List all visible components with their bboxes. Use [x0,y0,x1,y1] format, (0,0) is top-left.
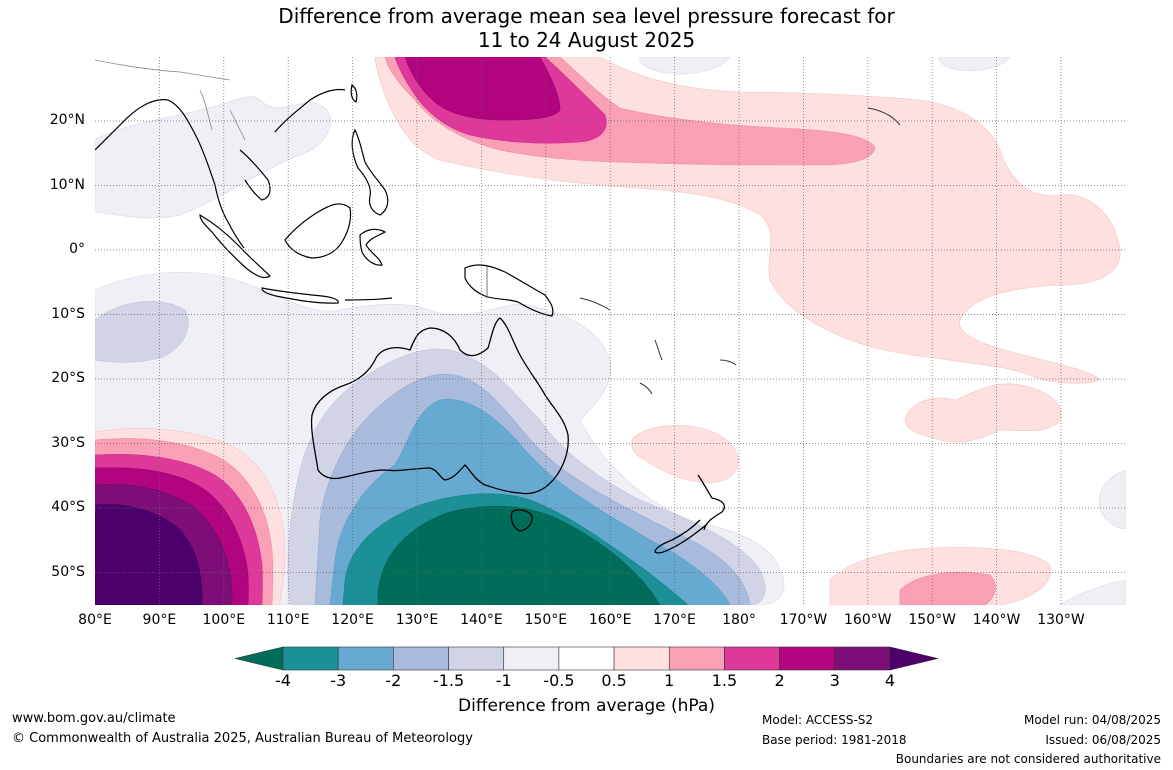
contour-pos-0p5-nz [631,425,739,483]
colorbar-tick-label: -4 [275,671,291,690]
colorbar-segment [337,646,394,671]
map-plot-area [95,57,1126,605]
latitude-label: 30°S [51,434,85,451]
colorbar-max-extension [889,646,939,671]
longitude-label: 140°W [972,612,1021,628]
longitude-label: 130°E [395,612,439,628]
colorbar-tick-label: 1 [664,671,675,690]
issued-date: Issued: 06/08/2025 [1045,733,1161,747]
map-gridlines [95,57,1126,605]
colorbar-title: Difference from average (hPa) [458,696,715,716]
colorbar-segment [393,646,449,671]
longitude-label: 120°E [331,612,374,628]
colorbar-segment [834,646,891,671]
colorbar-tick-label: 2 [774,671,785,690]
se-asia-coastline [95,88,346,249]
colorbar-segment [779,646,836,671]
title-line-1: Difference from average mean sea level p… [278,4,895,28]
colorbar-tick-label: 3 [829,671,840,690]
longitude-label: 100°E [202,612,246,628]
longitude-label: 150°E [524,612,568,628]
colorbar-segment [558,646,615,671]
contour-pos-0p5-islands [904,383,1062,443]
longitude-label: 170°W [779,612,828,628]
longitude-label: 160°E [588,612,632,628]
longitude-label: 80°E [78,612,112,628]
longitude-label: 170°E [653,612,696,628]
colorbar-segment [282,646,339,671]
base-period: Base period: 1981-2018 [762,733,907,747]
colorbar-tick-label: -0.5 [543,671,575,690]
longitude-label: 110°E [266,612,310,628]
latitude-label: 40°S [51,499,85,515]
sulawesi-coastline [359,228,387,266]
longitude-label: 140°E [460,612,503,628]
latitude-label: 20°N [49,112,85,128]
bom-url-link[interactable]: www.bom.gov.au/climate [12,711,176,726]
longitude-label: 90°E [142,612,177,628]
pacific-islands [579,107,901,395]
longitude-label: 130°W [1037,612,1085,628]
australia-coastline [310,317,569,495]
copyright-text: © Commonwealth of Australia 2025, Austra… [12,731,473,746]
colorbar-segment [448,646,505,671]
map-title: Difference from average mean sea level p… [0,4,1173,52]
colorbar-segment [668,646,725,671]
contour-neg-0p5-se [1059,469,1126,605]
colorbar-tick-label: 0.5 [601,671,627,690]
colorbar-segment [503,646,560,671]
contour-pos-2-north [404,57,561,121]
contour-neg-0p5-north [95,96,331,219]
taiwan-coastline [350,83,358,103]
new-guinea-coastline [464,264,554,317]
model-run-date: Model run: 04/08/2025 [1023,713,1161,727]
colorbar-tick-label: 4 [884,671,896,690]
colorbar-tick-label: -1.5 [432,671,465,690]
colorbar-segment [613,646,670,671]
tasmania-coastline [510,509,533,532]
contour-neg-1-west [95,301,189,363]
new-zealand-coastline [654,474,726,554]
title-line-2: 11 to 24 August 2025 [477,28,696,52]
colorbar-segment [724,646,780,671]
sumatra-coastline [199,213,271,279]
java-coastline [261,287,393,304]
borneo-coastline [284,203,352,259]
longitude-label: 160°W [844,612,892,628]
latitude-label: 10°N [49,176,85,193]
contour-neg-0p5-ne [639,57,1011,75]
longitude-label: 150°W [908,612,956,628]
contour-pos-1-se [899,572,996,605]
boundaries-disclaimer: Boundaries are not considered authoritat… [895,752,1161,766]
longitude-label: 180° [722,612,756,628]
colorbar-min-extension [234,646,284,671]
colorbar-tick-label: -1 [495,671,512,690]
colorbar-tick-label: 1.5 [711,671,738,690]
colorbar [234,646,939,671]
colorbar-tick-label: -3 [330,671,347,690]
latitude-label: 10°S [51,305,85,322]
model-name: Model: ACCESS-S2 [762,713,874,727]
philippines-coastline [351,128,389,216]
china-borders [95,59,246,141]
latitude-label: 20°S [51,370,85,386]
contour-neg-4 [377,505,661,605]
contour-pos-4-sw [95,504,203,605]
latitude-label: 50°S [51,563,85,580]
colorbar-tick-label: -2 [385,671,402,690]
latitude-label: 0° [69,241,85,257]
